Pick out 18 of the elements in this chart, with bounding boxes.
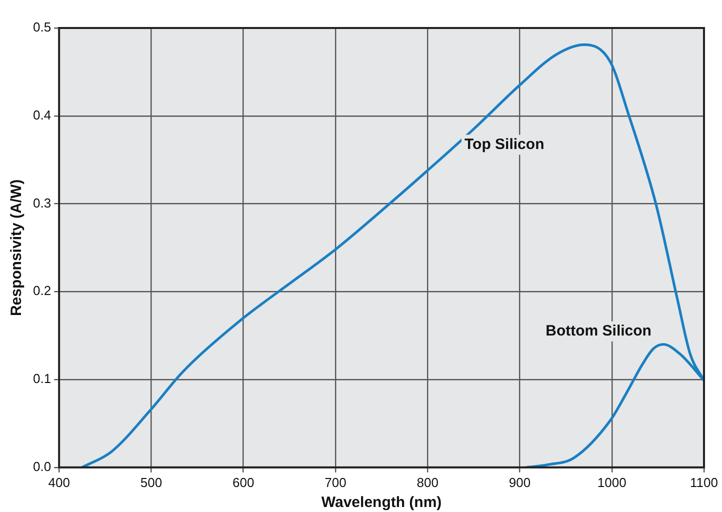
y-tick-label: 0.5 bbox=[32, 20, 52, 35]
y-tick-label: 0.2 bbox=[32, 283, 52, 298]
x-tick-label: 500 bbox=[140, 474, 162, 490]
y-axis-title: Responsivity (A/W) bbox=[8, 179, 26, 316]
y-tick-label: 0.1 bbox=[32, 371, 52, 386]
y-tick-label: 0.3 bbox=[32, 195, 52, 210]
x-axis-title: Wavelength (nm) bbox=[321, 494, 442, 512]
y-tick-label: 0.4 bbox=[32, 107, 52, 122]
x-tick-label: 700 bbox=[324, 474, 346, 490]
series-label: Bottom Silicon bbox=[546, 322, 652, 340]
x-tick-label: 400 bbox=[48, 474, 70, 490]
x-tick-label: 1100 bbox=[690, 474, 718, 490]
x-tick-label: 1000 bbox=[597, 474, 626, 490]
y-tick-label: 0.0 bbox=[32, 458, 52, 474]
x-tick-label: 600 bbox=[232, 474, 254, 490]
x-tick-label: 800 bbox=[416, 474, 438, 490]
x-tick-label: 900 bbox=[508, 474, 531, 490]
series-label: Top Silicon bbox=[464, 136, 544, 153]
